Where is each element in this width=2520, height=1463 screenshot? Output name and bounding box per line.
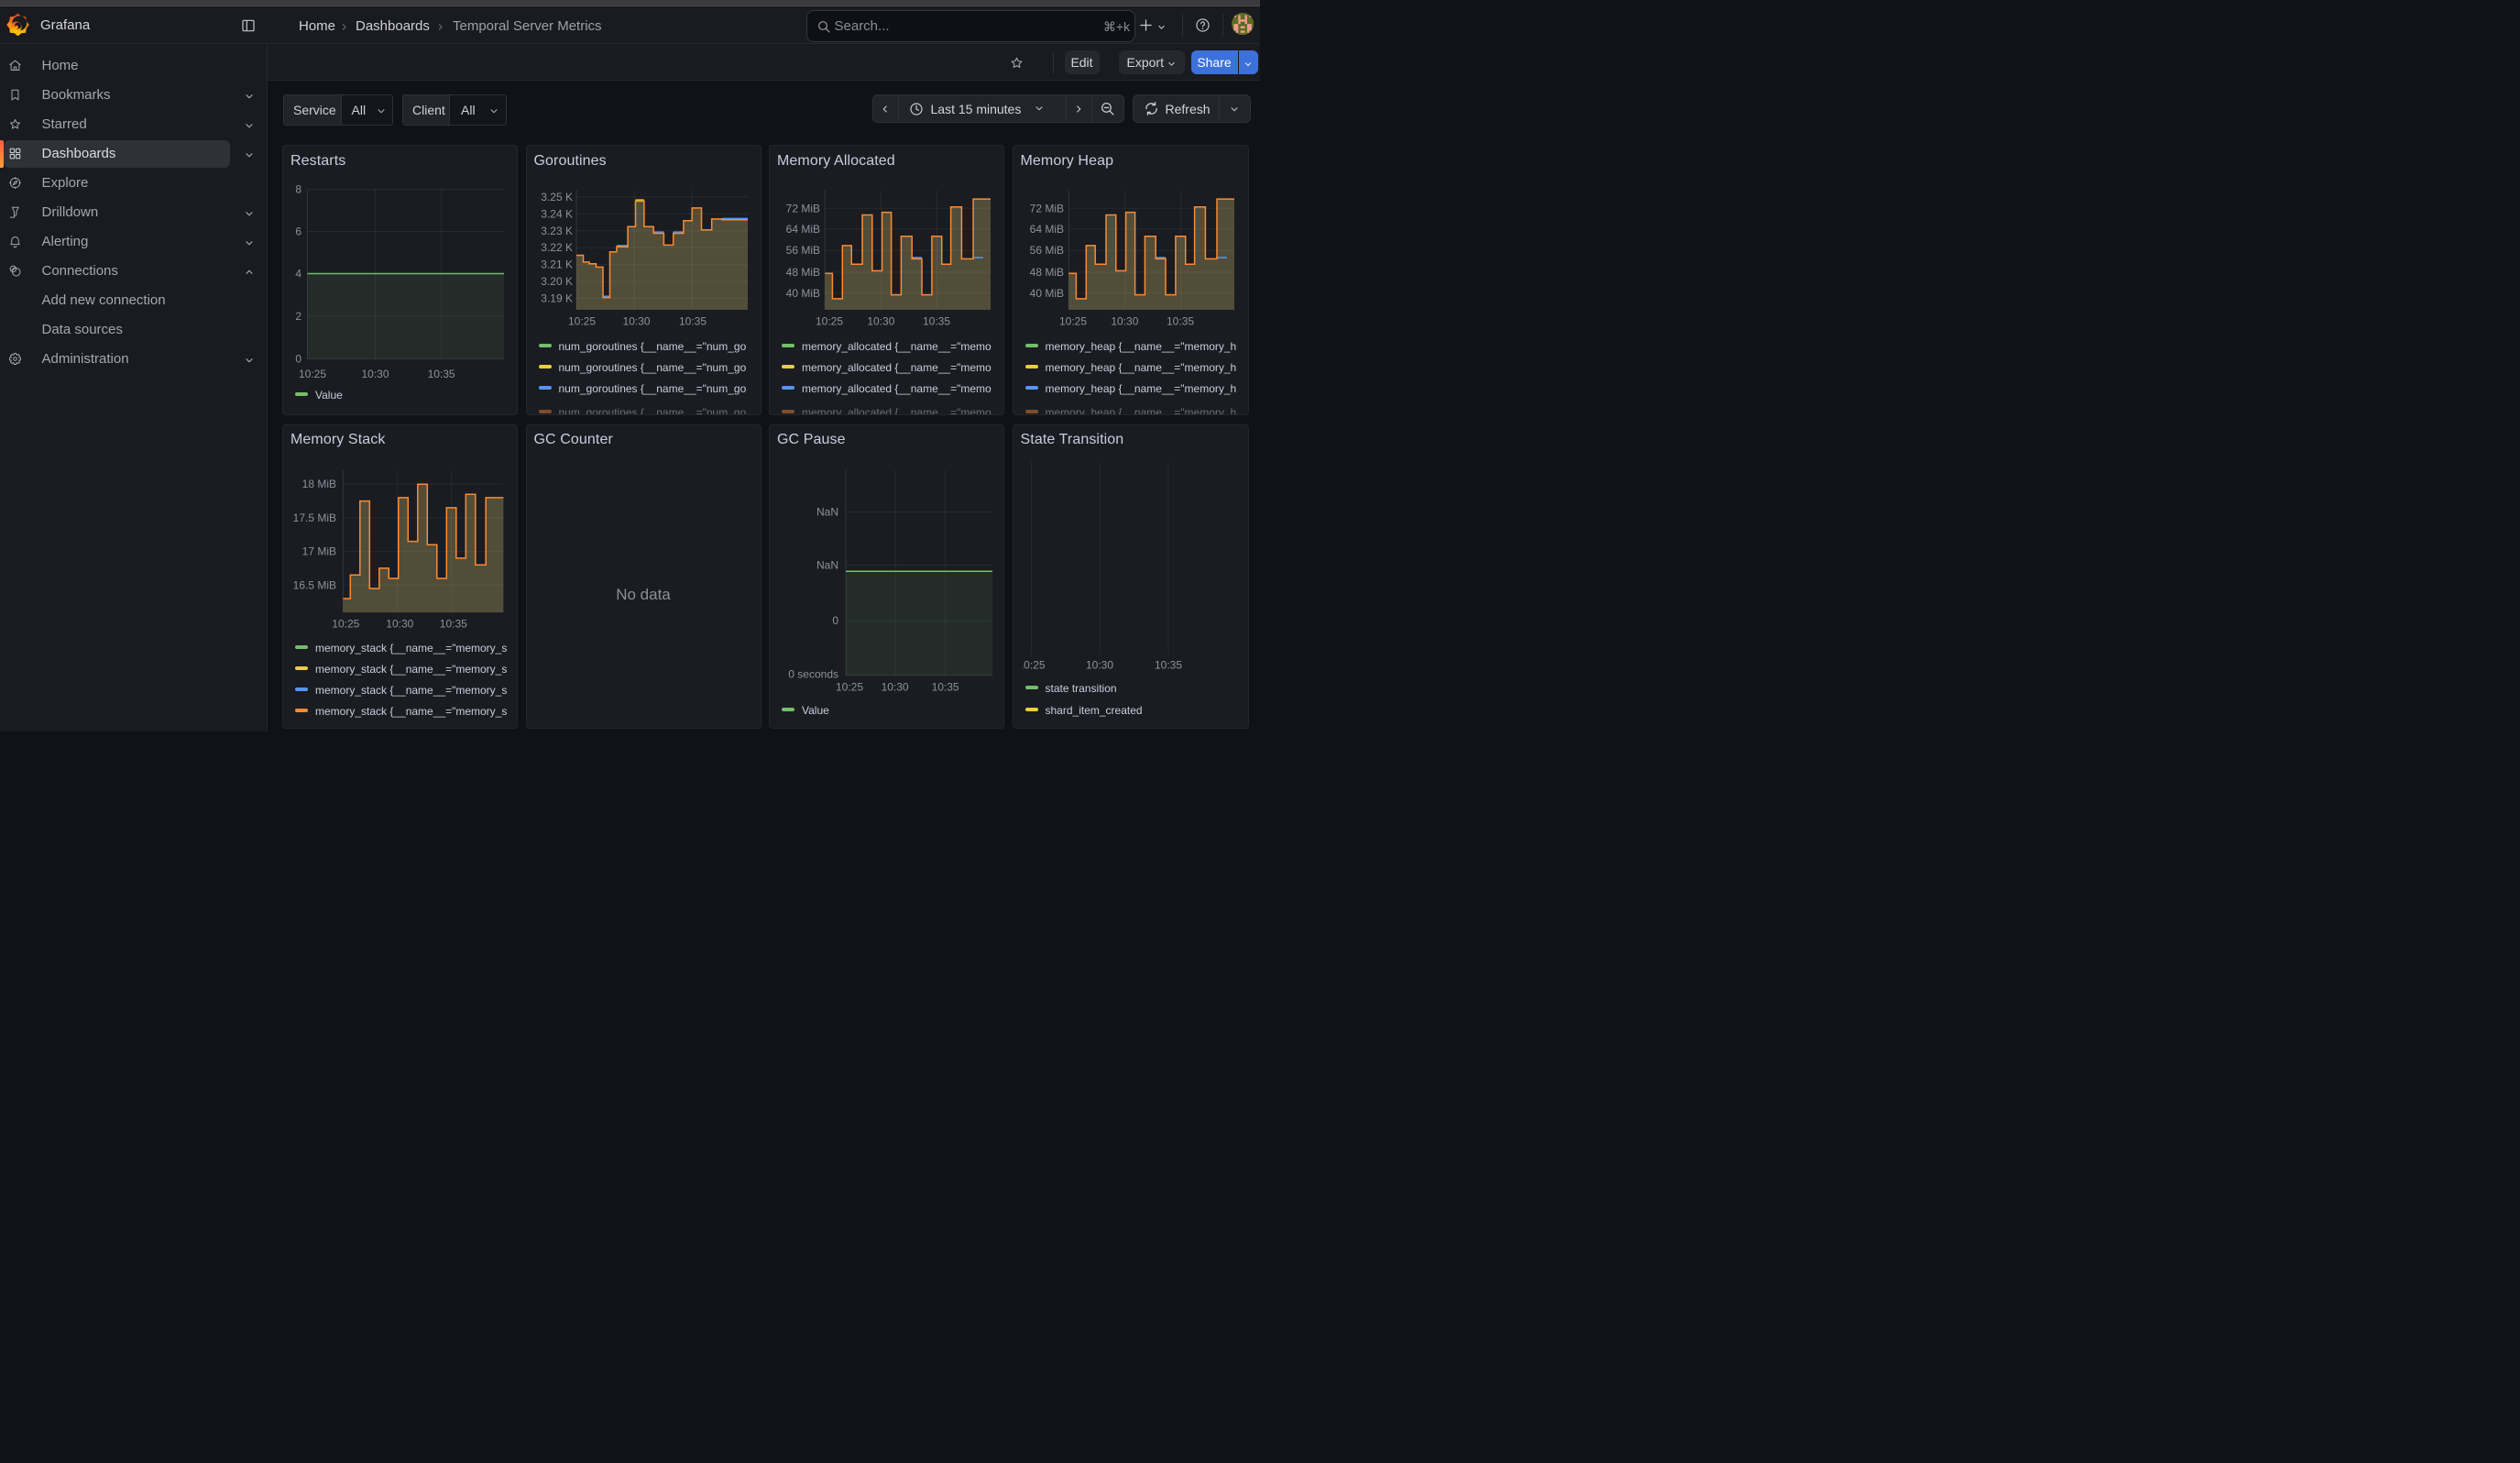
svg-text:10:35: 10:35 [1154,658,1181,671]
svg-text:10:25: 10:25 [816,314,843,327]
svg-text:64 MiB: 64 MiB [1029,223,1063,236]
svg-text:10:30: 10:30 [1111,314,1138,327]
svg-text:3.25 K: 3.25 K [541,191,573,204]
svg-text:10:25: 10:25 [1017,658,1045,671]
svg-text:10:30: 10:30 [361,368,389,380]
svg-text:10:35: 10:35 [440,617,467,630]
svg-text:10:25: 10:25 [1058,314,1086,327]
svg-text:40 MiB: 40 MiB [1029,287,1063,300]
svg-text:10:25: 10:25 [836,680,863,693]
svg-text:48 MiB: 48 MiB [786,266,820,279]
svg-text:72 MiB: 72 MiB [1029,202,1063,214]
svg-text:10:30: 10:30 [386,617,413,630]
svg-text:10:35: 10:35 [678,314,706,327]
svg-text:NaN: NaN [816,505,838,518]
svg-text:3.23 K: 3.23 K [541,225,573,237]
svg-text:56 MiB: 56 MiB [786,244,820,257]
svg-text:10:25: 10:25 [332,617,359,630]
svg-text:3.22 K: 3.22 K [541,241,573,254]
svg-text:40 MiB: 40 MiB [786,287,820,300]
svg-text:56 MiB: 56 MiB [1029,244,1063,257]
svg-text:3.21 K: 3.21 K [541,258,573,271]
svg-text:3.19 K: 3.19 K [541,292,573,305]
svg-text:72 MiB: 72 MiB [786,202,820,214]
svg-text:17 MiB: 17 MiB [302,544,336,557]
svg-text:3.20 K: 3.20 K [541,275,573,288]
svg-text:16.5 MiB: 16.5 MiB [293,578,336,591]
svg-text:18 MiB: 18 MiB [302,478,336,490]
svg-text:48 MiB: 48 MiB [1029,266,1063,279]
svg-text:8: 8 [295,183,301,196]
svg-text:6: 6 [295,226,301,238]
svg-text:17.5 MiB: 17.5 MiB [293,511,336,523]
svg-text:10:35: 10:35 [923,314,950,327]
svg-text:10:35: 10:35 [932,680,959,693]
svg-text:10:30: 10:30 [882,680,909,693]
svg-text:NaN: NaN [816,558,838,571]
svg-text:0 seconds: 0 seconds [788,667,838,680]
svg-text:0: 0 [832,614,838,627]
svg-text:10:25: 10:25 [299,368,326,380]
svg-text:3.24 K: 3.24 K [541,207,573,220]
svg-text:10:35: 10:35 [428,368,455,380]
svg-text:10:30: 10:30 [867,314,894,327]
svg-text:10:30: 10:30 [1085,658,1112,671]
svg-text:0: 0 [295,352,301,365]
svg-text:64 MiB: 64 MiB [786,223,820,236]
svg-text:10:35: 10:35 [1166,314,1193,327]
svg-text:10:25: 10:25 [567,314,595,327]
svg-text:2: 2 [295,310,301,323]
svg-text:10:30: 10:30 [622,314,650,327]
svg-text:4: 4 [295,268,301,280]
